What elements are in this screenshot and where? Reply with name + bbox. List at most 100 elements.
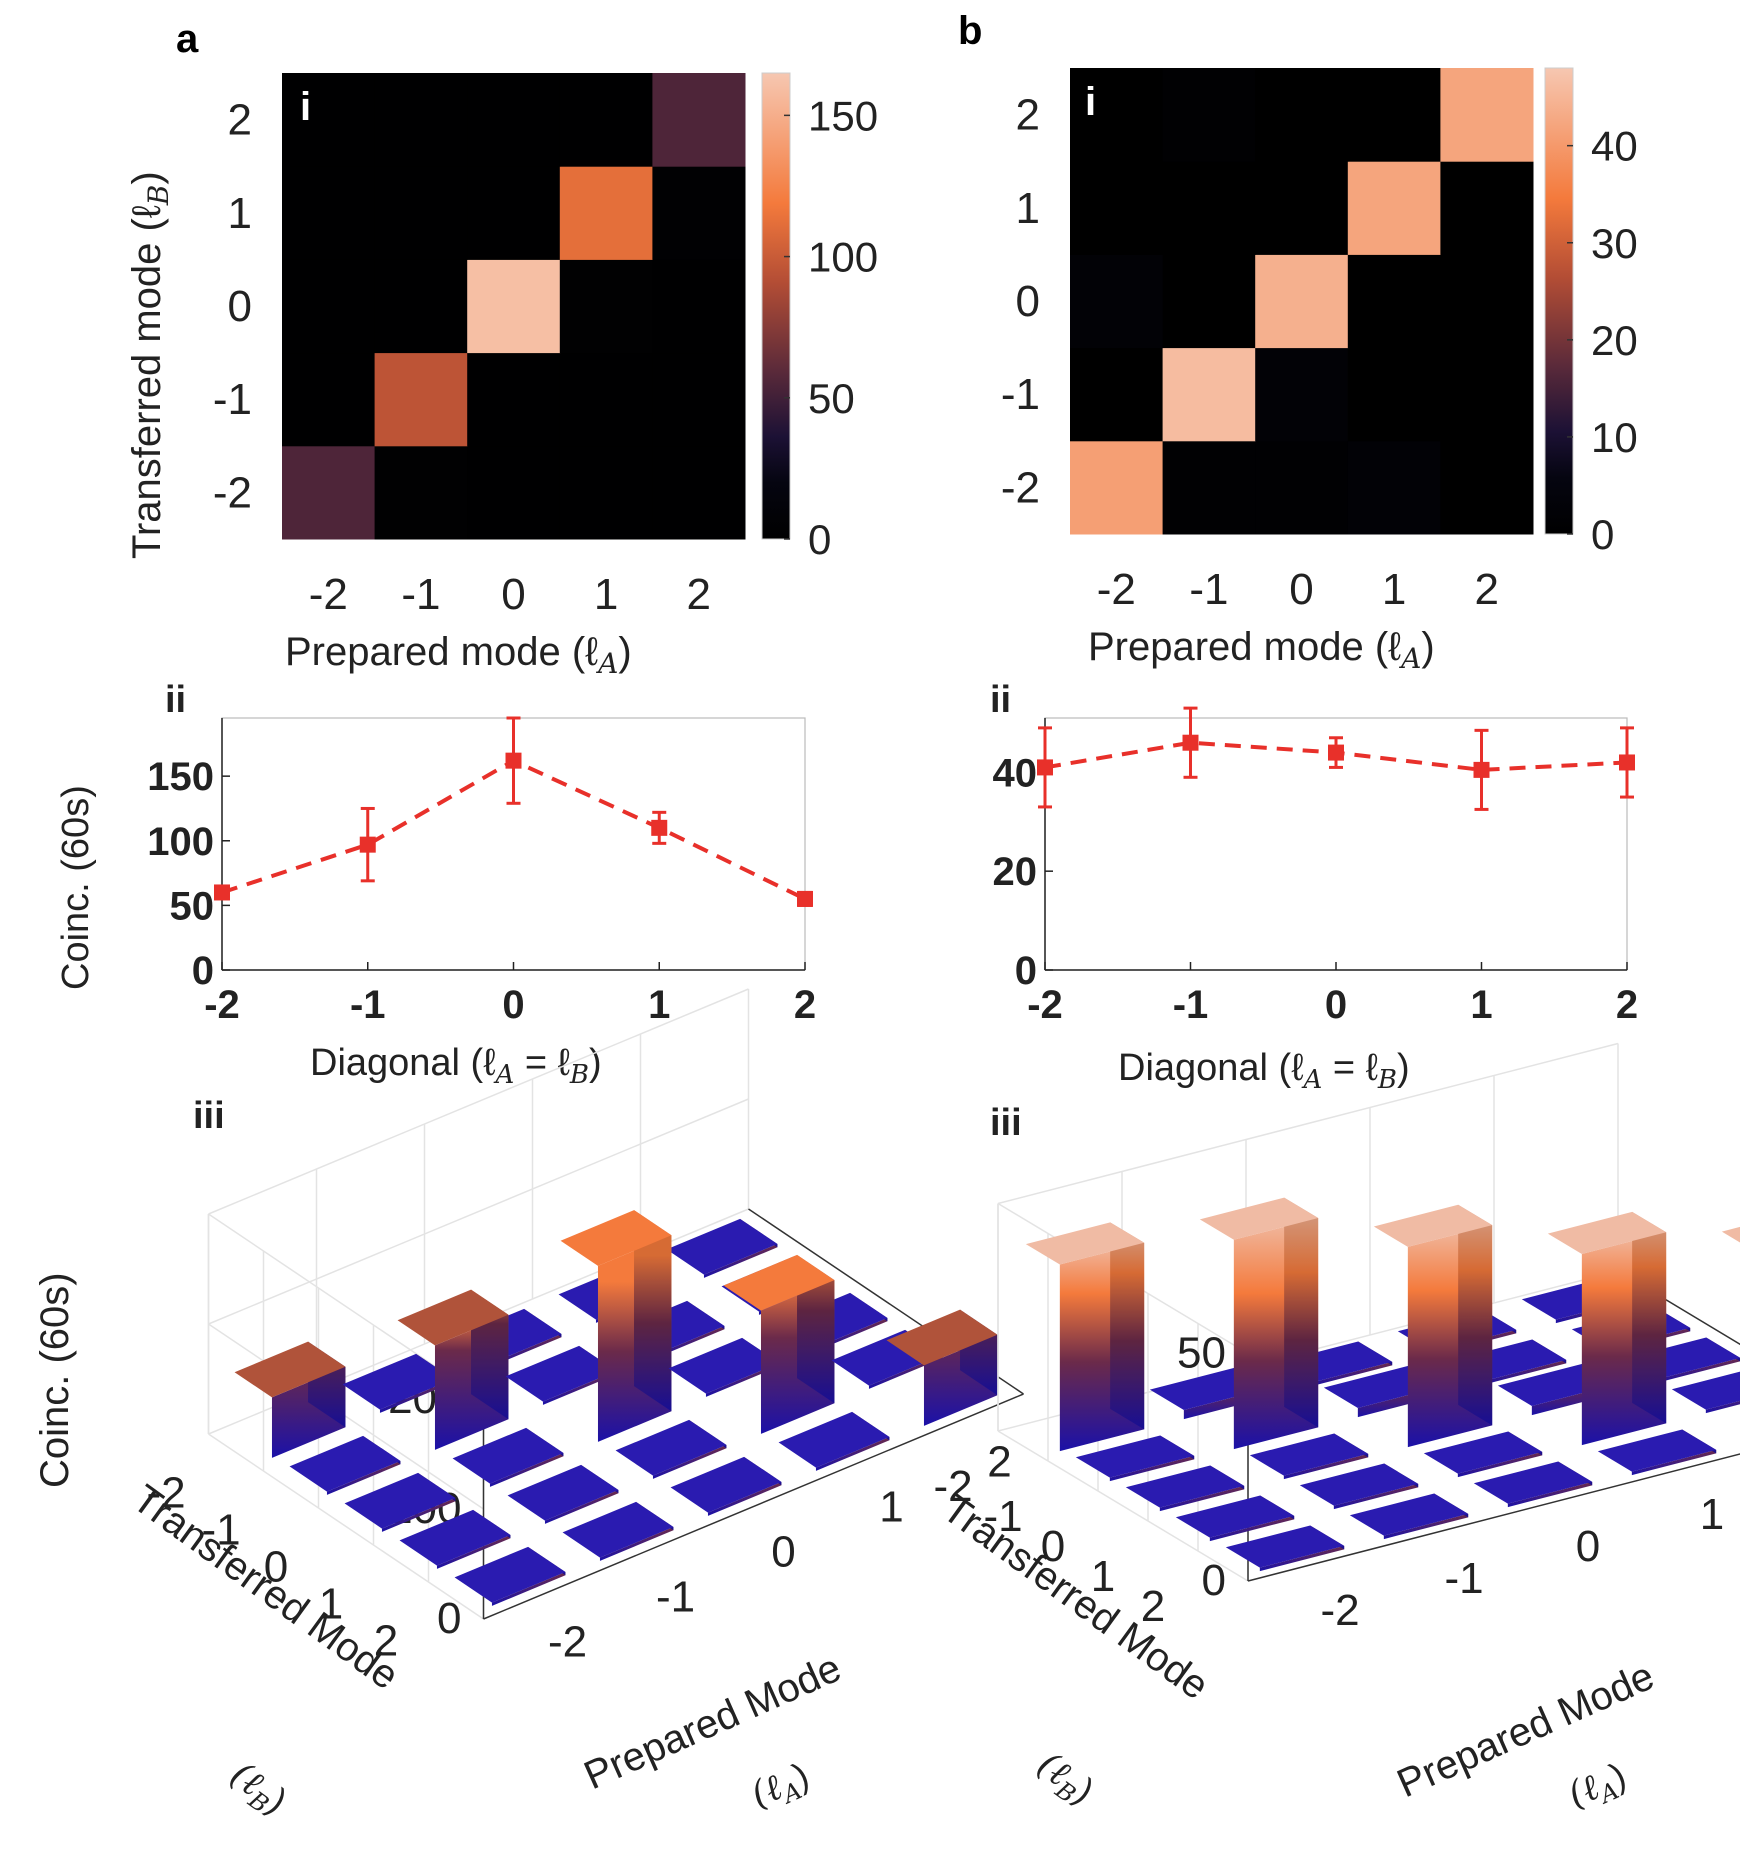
bar-face-top <box>397 1289 509 1346</box>
bar-face-top <box>505 1345 617 1402</box>
bar-face-top <box>778 1411 890 1468</box>
heatmap-xtick: 2 <box>686 570 710 619</box>
subpanel-b-ii: ii <box>990 679 1011 721</box>
x-tick-label: -2 <box>1027 983 1063 1027</box>
bar-face-left <box>1481 1359 1567 1386</box>
colorbar-tick-label: 30 <box>1591 220 1638 267</box>
bar-face-left <box>1109 1455 1195 1482</box>
z-gridline <box>208 1433 484 1620</box>
bar-face-left <box>1457 1451 1543 1478</box>
heatmap-cell <box>1255 347 1349 442</box>
heatmap-a-ylabel: Transferred mode (ℓB) <box>125 171 175 559</box>
bar-face-left <box>599 1526 674 1561</box>
data-point <box>1037 759 1053 776</box>
bar-face-left <box>652 1444 727 1479</box>
x-tick-label: 1 <box>648 983 670 1027</box>
transferred-tick-label: -2 <box>933 1462 972 1511</box>
bar-face-shade <box>1110 1222 1145 1430</box>
bar3d-a-transferred-sym: (ℓB) <box>220 1753 295 1826</box>
x-tick-label: 0 <box>1325 983 1347 1027</box>
transferred-tick-label: -1 <box>201 1506 240 1555</box>
bar-face-top <box>507 1464 619 1521</box>
bar-face-shade <box>1458 1204 1493 1426</box>
subpanel-b-iii: iii <box>990 1102 1022 1144</box>
transferred-tick-label: 1 <box>319 1580 343 1629</box>
bar-face-left <box>544 1489 619 1524</box>
bar-face-top <box>1199 1197 1319 1240</box>
z-gridline <box>997 1430 1249 1582</box>
bar3d-b-prepared-sym: (ℓA) <box>1562 1754 1634 1821</box>
bar-face-top <box>1225 1525 1345 1568</box>
colorbar-tick-label: 10 <box>1591 414 1638 461</box>
heatmap-ytick: 2 <box>228 96 252 145</box>
data-point <box>1473 761 1490 778</box>
heatmap-ytick: 1 <box>228 189 252 238</box>
bar-face-right <box>634 1210 672 1412</box>
transferred-tick-label: 0 <box>1041 1522 1065 1571</box>
panel-b-label: b <box>958 9 982 53</box>
heatmap-cell <box>467 166 561 260</box>
heatmap-xtick: 1 <box>594 570 618 619</box>
colorbar-tick-label: 20 <box>1591 317 1638 364</box>
bar-face-top <box>344 1472 456 1529</box>
heatmap-cell <box>467 445 561 540</box>
heatmap-xtick: -1 <box>401 570 440 619</box>
heatmap-cell <box>1347 254 1441 349</box>
subpanel-a-ii: ii <box>165 679 186 721</box>
bar-face-shade <box>1284 1197 1319 1428</box>
colorbar <box>1544 67 1574 535</box>
data-point <box>651 819 668 836</box>
bar-face-top <box>668 1337 780 1394</box>
bar-face-right <box>1458 1204 1493 1426</box>
heatmap-cell <box>652 166 746 260</box>
heatmap-cell <box>1070 254 1164 349</box>
bar-face-left <box>1259 1545 1345 1572</box>
heatmap-ytick: 1 <box>1016 184 1040 233</box>
prepared-tick-label: 2 <box>987 1438 1011 1487</box>
diagonal-b-xlabel: Diagonal (ℓA = ℓB) <box>1118 1047 1410 1095</box>
heatmap-cell <box>652 352 746 447</box>
prepared-tick-label: 0 <box>1576 1522 1600 1571</box>
transferred-tick-label: 1 <box>1091 1552 1115 1601</box>
heatmap-cell <box>1162 440 1256 535</box>
panel-a-label: a <box>176 17 199 61</box>
heatmap-cell <box>1162 254 1256 349</box>
bar-face-top <box>1175 1495 1295 1538</box>
bar-face-right <box>1284 1197 1319 1428</box>
bar3d-a-zlabel: Coinc. (60s) <box>33 1272 77 1488</box>
heatmap-xtick: 0 <box>1289 565 1313 614</box>
transferred-tick-label: 0 <box>264 1543 288 1592</box>
bar-face-top <box>1125 1465 1245 1508</box>
colorbar <box>761 72 791 540</box>
bar-face-left <box>491 1571 566 1606</box>
bar-face-top <box>454 1546 566 1603</box>
z-tick-label: 0 <box>437 1594 461 1643</box>
bar-face-top <box>1721 1226 1740 1243</box>
bar-face-left <box>1383 1513 1469 1540</box>
x-tick-label: 0 <box>502 983 524 1027</box>
data-point <box>1328 744 1344 761</box>
heatmap-cell <box>1070 68 1164 162</box>
bar-face-top <box>1025 1222 1145 1265</box>
prepared-tick-label: -2 <box>1320 1586 1359 1635</box>
data-point <box>359 836 376 853</box>
data-point <box>797 890 813 907</box>
transferred-tick-label: -2 <box>146 1469 185 1518</box>
bar-face-top <box>1299 1463 1419 1506</box>
heatmap-cell <box>467 73 561 167</box>
heatmap-cell <box>467 352 561 447</box>
heatmap-cell <box>1162 347 1256 442</box>
bar-face-left <box>381 1497 456 1532</box>
heatmap-cell <box>374 259 468 354</box>
data-point <box>1619 754 1635 771</box>
colorbar-tick-label: 0 <box>808 516 831 563</box>
bar-face-top <box>1373 1204 1493 1247</box>
heatmap-ytick: 0 <box>1016 277 1040 326</box>
transferred-tick-label: 2 <box>1141 1582 1165 1631</box>
heatmap-cell <box>559 445 653 540</box>
bar-face-top <box>1547 1211 1667 1254</box>
data-point <box>214 884 230 901</box>
diagonal-a-ylabel: Coinc. (60s) <box>55 785 97 990</box>
heatmap-cell <box>282 352 376 447</box>
y-tick-label: 100 <box>147 820 214 864</box>
